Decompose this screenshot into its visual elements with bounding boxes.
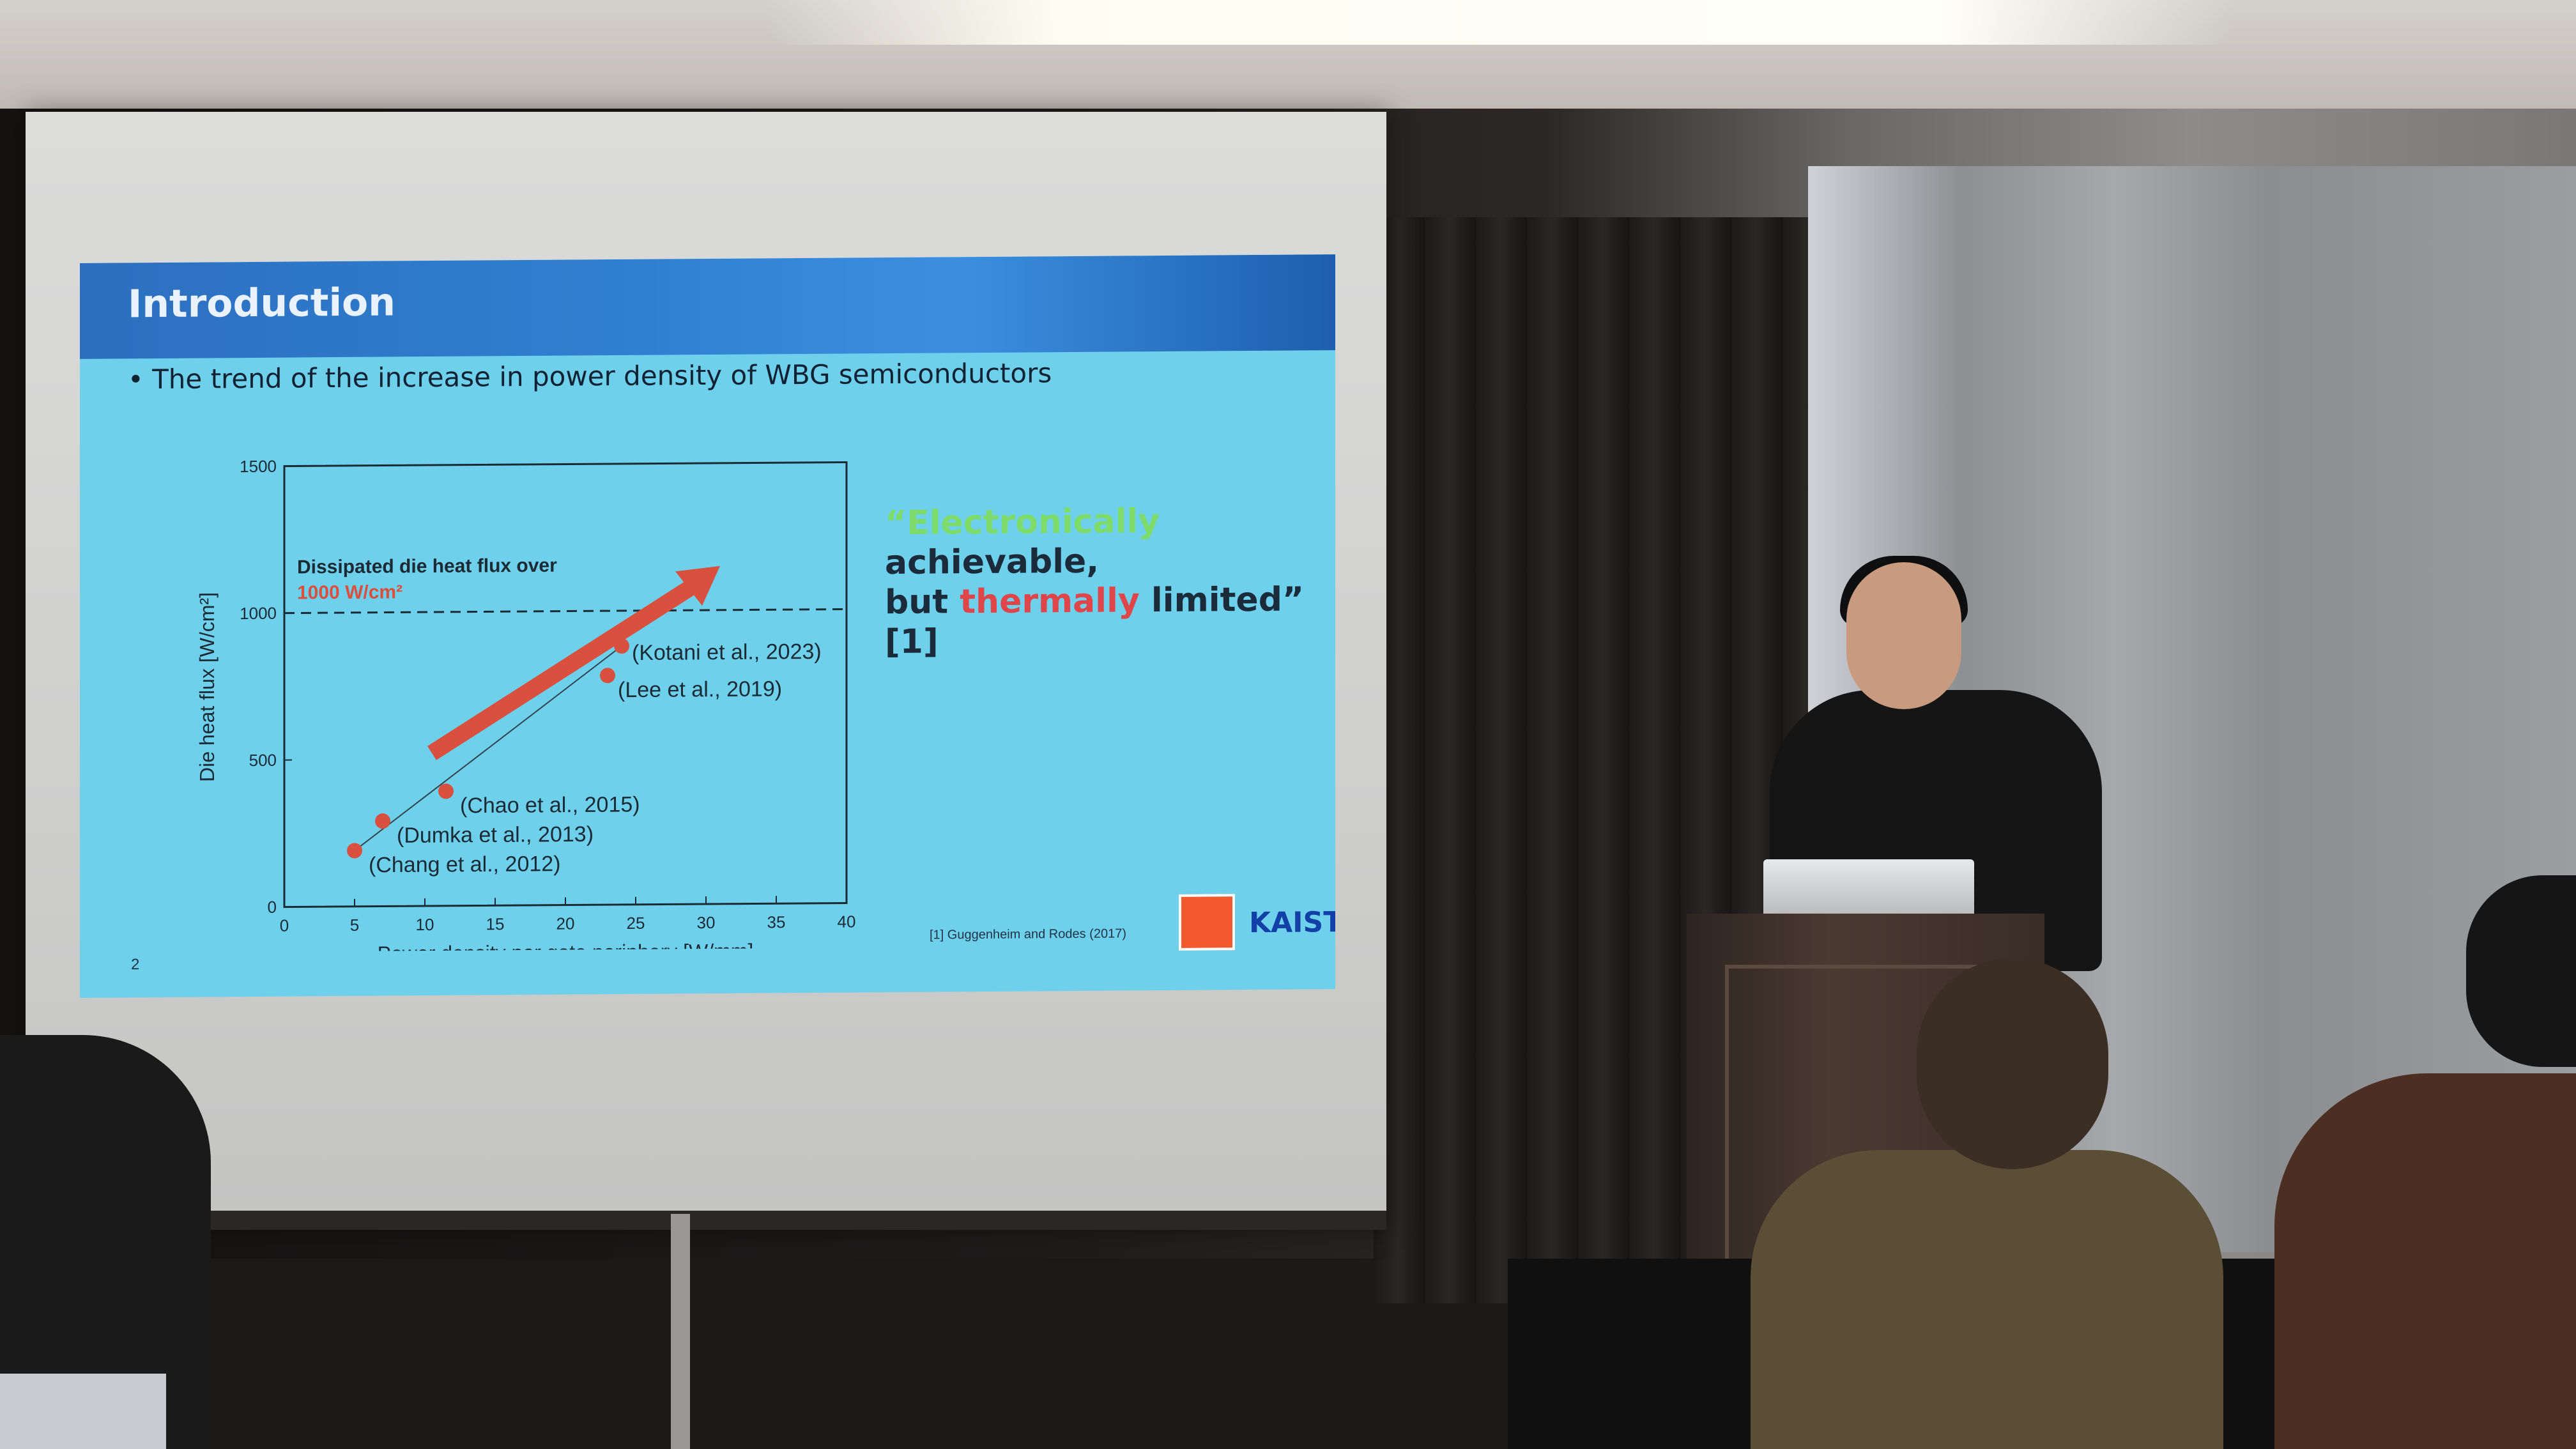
data-point	[375, 813, 390, 829]
speaker-head	[1846, 562, 1961, 709]
trend-arrow-shaft	[427, 579, 696, 760]
x-tick-label: 10	[416, 915, 434, 934]
slide-bullet: • The trend of the increase in power den…	[128, 357, 1052, 395]
data-point	[347, 843, 362, 859]
y-tick-label: 0	[268, 898, 277, 917]
quote-word-but: but	[885, 583, 960, 622]
slide-title: Introduction	[128, 280, 395, 327]
data-point-label: (Kotani et al., 2023)	[632, 640, 822, 665]
x-tick-label: 25	[627, 914, 645, 933]
threshold-value-label: 1000 W/cm²	[297, 581, 402, 603]
trend-arrow-head	[675, 565, 720, 606]
x-tick-label: 30	[697, 913, 716, 932]
slide-page-number: 2	[131, 956, 140, 974]
x-tick-label: 15	[486, 914, 505, 933]
data-point	[614, 638, 629, 654]
data-point-label: (Dumka et al., 2013)	[397, 822, 594, 848]
y-tick-label: 1000	[240, 604, 277, 623]
slide-reference: [1] Guggenheim and Rodes (2017)	[930, 926, 1126, 942]
data-point	[600, 668, 615, 684]
presentation-slide: Introduction • The trend of the increase…	[80, 254, 1335, 998]
x-tick-label: 5	[350, 916, 359, 935]
ceiling-light	[767, 0, 2236, 45]
y-tick-label: 1500	[240, 457, 277, 476]
audience-member-head	[1917, 958, 2108, 1169]
x-tick-label: 0	[280, 916, 289, 935]
laptop	[1763, 859, 1974, 917]
data-point-label: (Chang et al., 2012)	[369, 852, 561, 877]
data-point-label: (Chao et al., 2015)	[460, 792, 640, 818]
threshold-label: Dissipated die heat flux over	[297, 555, 557, 578]
x-tick-label: 35	[767, 912, 786, 931]
audience-member-jacket	[1751, 1150, 2223, 1449]
quote-word-achievable: achievable,	[885, 542, 1100, 583]
kaist-logo: KAIST	[1249, 906, 1335, 940]
screen-stand	[671, 1214, 690, 1449]
audience-member-left-shirt	[0, 1374, 166, 1449]
threshold-line	[284, 608, 847, 615]
scatter-chart: 0 5 10 15 20 25 30 35 40 0 500 1000 1500 Power densit…	[195, 457, 856, 953]
x-axis-label: Power density per gate periphery [W/mm]	[378, 939, 754, 952]
data-point-label: (Lee et al., 2019)	[618, 677, 782, 702]
trend-line	[354, 645, 622, 852]
x-tick-label: 40	[838, 912, 856, 931]
audience-member-right-hair	[2274, 1073, 2576, 1449]
quote-open-mark: “	[885, 503, 907, 543]
y-tick-label: 500	[249, 751, 277, 770]
x-tick-label: 20	[556, 914, 575, 933]
slide-quote: “Electronically achievable, but thermall…	[885, 500, 1335, 662]
lab-logo	[1179, 894, 1235, 951]
y-axis-label: Die heat flux [W/cm²]	[195, 592, 218, 782]
data-point	[438, 783, 454, 799]
audience-member-right-head	[2466, 875, 2576, 1067]
quote-word-electronically: Electronically	[907, 502, 1160, 542]
quote-word-thermally: thermally	[960, 581, 1140, 622]
